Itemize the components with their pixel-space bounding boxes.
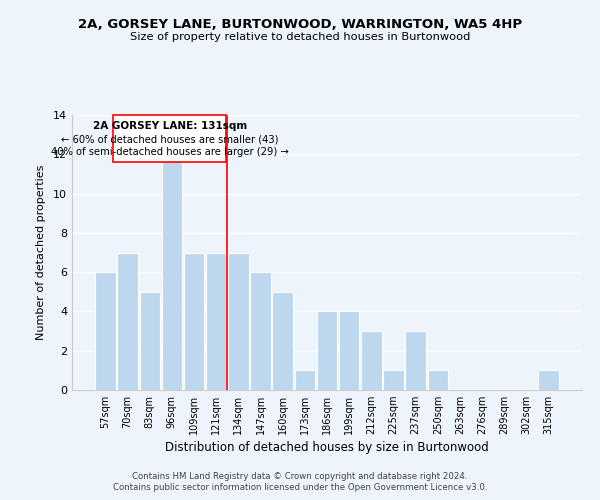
Bar: [95, 272, 116, 390]
Text: 2A, GORSEY LANE, BURTONWOOD, WARRINGTON, WA5 4HP: 2A, GORSEY LANE, BURTONWOOD, WARRINGTON,…: [78, 18, 522, 30]
Bar: [228, 252, 248, 390]
Bar: [250, 272, 271, 390]
Bar: [361, 331, 382, 390]
Bar: [118, 252, 138, 390]
Text: Contains HM Land Registry data © Crown copyright and database right 2024.: Contains HM Land Registry data © Crown c…: [132, 472, 468, 481]
Text: ← 60% of detached houses are smaller (43): ← 60% of detached houses are smaller (43…: [61, 134, 278, 144]
Bar: [428, 370, 448, 390]
Bar: [339, 312, 359, 390]
Bar: [184, 252, 204, 390]
Bar: [383, 370, 404, 390]
Bar: [140, 292, 160, 390]
Bar: [272, 292, 293, 390]
FancyBboxPatch shape: [113, 115, 226, 162]
Text: Size of property relative to detached houses in Burtonwood: Size of property relative to detached ho…: [130, 32, 470, 42]
Bar: [206, 252, 226, 390]
Text: 2A GORSEY LANE: 131sqm: 2A GORSEY LANE: 131sqm: [92, 121, 247, 131]
Bar: [295, 370, 315, 390]
Bar: [161, 154, 182, 390]
Y-axis label: Number of detached properties: Number of detached properties: [36, 165, 46, 340]
Bar: [538, 370, 559, 390]
Bar: [317, 312, 337, 390]
Text: Contains public sector information licensed under the Open Government Licence v3: Contains public sector information licen…: [113, 484, 487, 492]
Text: 40% of semi-detached houses are larger (29) →: 40% of semi-detached houses are larger (…: [51, 148, 289, 158]
X-axis label: Distribution of detached houses by size in Burtonwood: Distribution of detached houses by size …: [165, 442, 489, 454]
Bar: [406, 331, 426, 390]
